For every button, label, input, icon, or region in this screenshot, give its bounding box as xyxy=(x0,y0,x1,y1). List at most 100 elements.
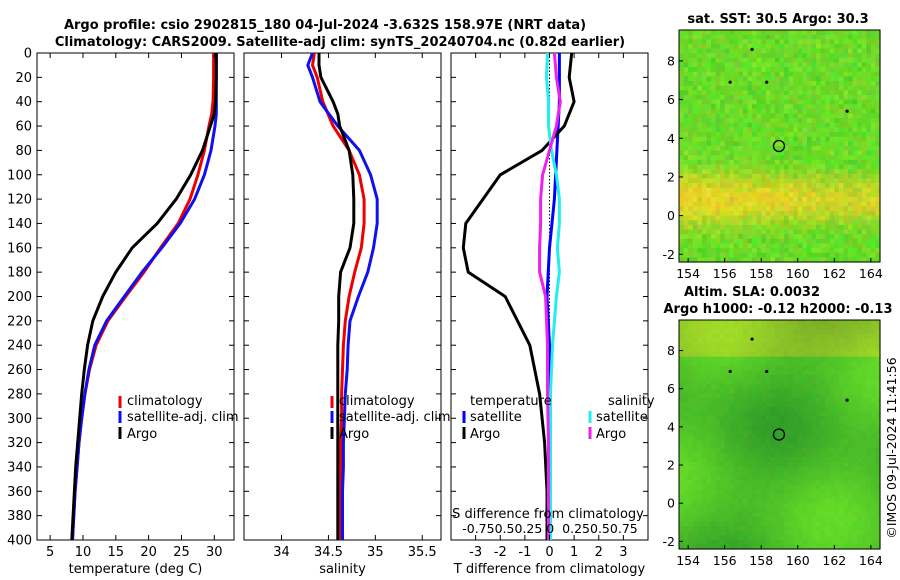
map-cell xyxy=(779,384,785,390)
map-cell xyxy=(688,324,694,330)
map-cell xyxy=(825,141,831,147)
map-cell xyxy=(756,43,762,50)
map-cell xyxy=(820,443,826,449)
map-cell xyxy=(738,248,744,254)
map-cell xyxy=(761,150,767,156)
map-cell xyxy=(729,420,735,426)
map-cell xyxy=(834,187,840,193)
map-cell xyxy=(784,539,790,546)
map-cell xyxy=(838,229,845,235)
map-cell xyxy=(765,122,771,129)
map-cell xyxy=(829,352,835,358)
x-tick-label: 1 xyxy=(570,545,578,560)
map-cell xyxy=(811,324,817,330)
map-cell xyxy=(729,39,735,45)
map-cell xyxy=(688,136,694,142)
map-cell xyxy=(806,173,813,180)
map-cell xyxy=(688,379,694,385)
map-cell xyxy=(688,94,694,101)
map-cell xyxy=(820,169,826,175)
map-cell xyxy=(825,57,831,64)
map-cell xyxy=(774,324,781,330)
map-cell xyxy=(875,48,881,54)
map-cell xyxy=(797,379,803,385)
map-cell xyxy=(710,67,717,73)
map-cell xyxy=(701,234,708,240)
map-cell xyxy=(752,411,758,417)
map-cell xyxy=(733,192,739,198)
map-cell xyxy=(848,494,854,500)
map-cell xyxy=(715,122,721,129)
map-cell xyxy=(811,136,817,142)
map-cell xyxy=(720,224,726,231)
map-cell xyxy=(720,452,726,458)
map-cell xyxy=(843,169,849,175)
map-cell xyxy=(720,206,726,212)
map-cell xyxy=(806,34,813,40)
map-cell xyxy=(811,201,817,207)
map-cell xyxy=(857,512,863,518)
map-cell xyxy=(870,320,877,326)
map-cell xyxy=(875,146,881,152)
map-cell xyxy=(752,471,758,477)
map-cell xyxy=(875,407,881,413)
map-cell xyxy=(729,136,735,142)
map-cell xyxy=(688,85,694,91)
map-cell xyxy=(861,132,867,138)
map-cell xyxy=(692,48,698,54)
map-cell xyxy=(857,127,863,133)
map-cell xyxy=(861,113,867,119)
map-cell xyxy=(843,402,849,408)
map-cell xyxy=(793,484,799,491)
map-cell xyxy=(710,489,717,495)
map-cell xyxy=(802,516,808,523)
map-cell xyxy=(861,43,867,50)
map-cell xyxy=(825,257,831,263)
map-cell xyxy=(784,164,790,170)
map-cell xyxy=(710,352,717,358)
map-cell xyxy=(710,457,717,463)
map-cell xyxy=(733,370,739,376)
map-cell xyxy=(688,434,694,440)
map-cell xyxy=(770,338,776,344)
map-cell xyxy=(848,370,854,376)
map-cell xyxy=(715,512,721,518)
map-cell xyxy=(692,503,698,509)
map-cell xyxy=(724,320,730,326)
map-cell xyxy=(825,71,831,77)
map-cell xyxy=(870,342,877,349)
map-cell xyxy=(866,425,872,431)
series-line-t-argo xyxy=(461,52,576,540)
map-cell xyxy=(852,146,858,152)
map-cell xyxy=(843,183,849,189)
map-cell xyxy=(724,252,730,258)
map-cell xyxy=(701,220,708,226)
map-cell xyxy=(756,169,762,175)
s-difference-tick-labels: -0.750.50.25 0 0.250.50.75 xyxy=(462,521,637,536)
plot-frame xyxy=(36,52,235,541)
map-cell xyxy=(829,384,835,390)
map-cell xyxy=(724,234,730,240)
map-cell xyxy=(875,320,881,326)
map-cell xyxy=(875,183,881,189)
map-cell xyxy=(683,206,689,212)
map-cell xyxy=(710,57,717,64)
map-cell xyxy=(738,429,744,436)
map-cell xyxy=(816,197,822,203)
map-cell xyxy=(761,81,767,87)
map-cell xyxy=(848,57,854,64)
map-cell xyxy=(784,452,790,458)
map-cell xyxy=(701,155,708,161)
map-cell xyxy=(729,201,735,207)
map-cell xyxy=(742,122,749,129)
map-cell xyxy=(765,370,771,376)
map-cell xyxy=(829,76,835,82)
map-cell xyxy=(843,434,849,440)
map-cell xyxy=(829,526,835,532)
map-cell xyxy=(738,411,744,417)
map-cell xyxy=(697,320,703,326)
map-cell xyxy=(834,90,840,96)
map-cell xyxy=(875,108,881,115)
map-cell xyxy=(774,94,781,101)
map-cell xyxy=(802,407,808,413)
